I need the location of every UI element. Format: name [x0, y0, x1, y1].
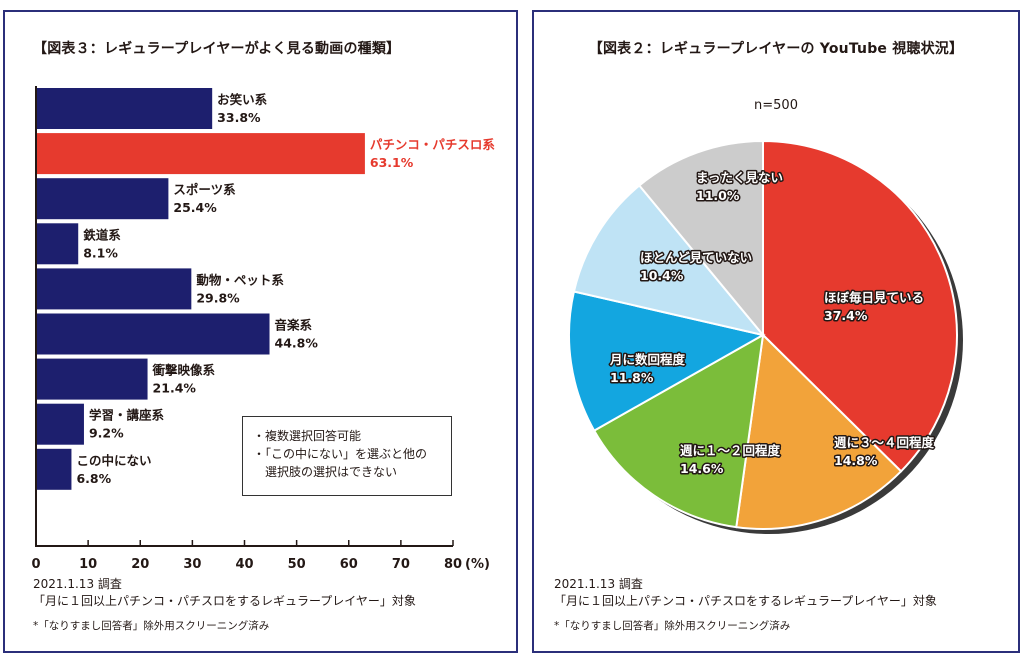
pie-value-label: 14.6%: [680, 461, 724, 476]
pie-chart-title: 【図表２：レギュラープレイヤーの YouTube 視聴状況】: [588, 41, 964, 57]
x-tick-label: 80: [444, 557, 462, 572]
x-tick-label: 40: [235, 557, 253, 572]
survey-date: 2021.1.13 調査: [33, 577, 122, 591]
bar-value-label: 63.1%: [370, 155, 414, 170]
pie-value-label: 11.8%: [610, 370, 654, 385]
screening-note: *「なりすまし回答者」除外用スクリーニング済み: [554, 620, 791, 632]
pie-value-label: 14.8%: [834, 453, 878, 468]
pie-category-label: 週に１～２回程度: [680, 443, 781, 458]
bar-category-label: 鉄道系: [83, 227, 121, 242]
pie-slice-5: [637, 139, 764, 338]
x-tick-label: 20: [131, 557, 149, 572]
pie-chart: ほぼ毎日見ている 37.4% 週に３～４回程度 14.8% 週に１～２回程度 14.6% 月…: [568, 139, 963, 534]
bar-category-label: 音楽系: [275, 318, 313, 333]
note-line-1: ・複数選択回答可能: [253, 429, 362, 443]
bar-1: [36, 133, 365, 175]
bar-3: [36, 223, 79, 265]
bar-category-label: 学習・講座系: [89, 408, 165, 423]
bar-2: [36, 178, 169, 220]
bar-category-label: 動物・ペット系: [196, 272, 284, 287]
pie-slice-1: [735, 332, 903, 530]
bar-chart: お笑い系 33.8% パチンコ・パチスロ系 63.1% スポーツ系 25.4% 鉄道系 8.1…: [31, 86, 496, 572]
bar-value-label: 8.1%: [83, 245, 118, 260]
bar-chart-panel: 【図表３：レギュラープレイヤーがよく見る動画の種類】 お笑い系 33.8% パチンコ…: [3, 10, 518, 653]
bar-category-label: 衝撃映像系: [152, 363, 216, 378]
bar-8: [36, 448, 72, 490]
pie-category-label: 月に数回程度: [609, 352, 686, 367]
x-tick-label: 30: [183, 557, 201, 572]
pie-slice-4: [572, 184, 766, 337]
sample-size: n=500: [754, 98, 798, 113]
bar-value-label: 6.8%: [76, 471, 111, 486]
bar-value-label: 44.8%: [275, 336, 319, 351]
note-line-2: ・「この中にない」を選ぶと他の: [253, 447, 428, 461]
pie-slice-2: [592, 333, 765, 529]
bar-value-label: 9.2%: [89, 426, 124, 441]
bar-value-label: 21.4%: [153, 381, 197, 396]
x-tick-label: 0: [31, 557, 40, 572]
bar-category-label: スポーツ系: [173, 182, 236, 197]
bar-value-label: 29.8%: [196, 290, 240, 305]
bar-category-label: この中にない: [76, 453, 151, 468]
pie-category-label: ほとんど見ていない: [640, 250, 752, 265]
bar-6: [36, 358, 148, 400]
pie-chart-panel: 【図表２：レギュラープレイヤーの YouTube 視聴状況】 n=500 ほぼ毎…: [532, 10, 1020, 653]
pie-slice-0: [762, 139, 958, 473]
pie-value-label: 10.4%: [640, 268, 684, 283]
bar-category-label: パチンコ・パチスロ系: [370, 137, 496, 152]
pie-slice-3: [568, 290, 766, 432]
bar-4: [36, 268, 192, 310]
survey-target: 「月に１回以上パチンコ・パチスロをするレギュラープレイヤー」対象: [554, 594, 937, 608]
bar-category-label: お笑い系: [217, 92, 268, 107]
pie-value-label: 37.4%: [824, 308, 868, 323]
pie-category-label: 週に３～４回程度: [834, 435, 935, 450]
bar-7: [36, 403, 84, 445]
x-unit-label: (%): [465, 557, 490, 572]
bar-chart-title: 【図表３：レギュラープレイヤーがよく見る動画の種類】: [33, 41, 401, 57]
bar-0: [36, 88, 213, 129]
note-line-3: 選択肢の選択はできない: [265, 465, 398, 479]
x-tick-label: 10: [79, 557, 97, 572]
bar-chart-footer: 2021.1.13 調査 「月に１回以上パチンコ・パチスロをするレギュラープレイ…: [33, 576, 416, 635]
notes-box: ・複数選択回答可能 ・「この中にない」を選ぶと他の 選択肢の選択はできない: [242, 416, 452, 496]
pie-chart-footer: 2021.1.13 調査 「月に１回以上パチンコ・パチスロをするレギュラープレイ…: [554, 576, 937, 635]
pie-value-label: 11.0%: [696, 188, 740, 203]
x-tick-label: 70: [392, 557, 410, 572]
bar-value-label: 25.4%: [173, 200, 217, 215]
bar-5: [36, 313, 270, 355]
x-tick-label: 50: [288, 557, 306, 572]
bar-value-label: 33.8%: [217, 110, 261, 125]
x-tick-label: 60: [340, 557, 358, 572]
pie-category-label: ほぼ毎日見ている: [824, 290, 924, 305]
survey-target: 「月に１回以上パチンコ・パチスロをするレギュラープレイヤー」対象: [33, 594, 416, 608]
survey-date: 2021.1.13 調査: [554, 577, 643, 591]
pie-category-label: まったく見ない: [696, 170, 783, 185]
screening-note: *「なりすまし回答者」除外用スクリーニング済み: [33, 620, 270, 632]
